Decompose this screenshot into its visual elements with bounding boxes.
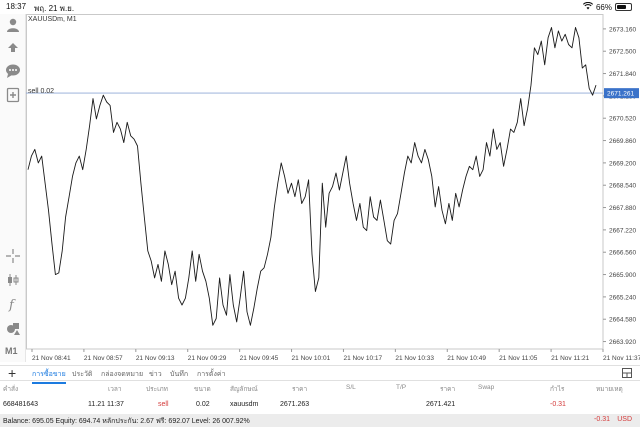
orders-table-header: คำสั่ง เวลา ประเภท ขนาด สัญลักษณ์ ราคา S… — [0, 382, 640, 395]
left-toolbar: f M1 — [0, 14, 26, 362]
col-size: ขนาด — [194, 386, 211, 393]
y-tick-label: 2666.560 — [609, 250, 636, 257]
order-type: sell — [158, 401, 169, 408]
x-tick-label: 21 Nov 11:21 — [551, 355, 590, 362]
order-profit: -0.31 — [550, 401, 566, 408]
y-tick-label: 2669.200 — [609, 160, 636, 167]
tab-settings[interactable]: การตั้งค่า — [197, 371, 226, 378]
y-tick-label: 2667.880 — [609, 205, 636, 212]
order-id: 668481643 — [3, 401, 39, 408]
col-symbol: สัญลักษณ์ — [230, 386, 258, 393]
tab-mailbox[interactable]: กล่องจดหมาย — [101, 371, 144, 378]
tab-journal[interactable]: บันทึก — [170, 371, 189, 378]
order-open-price: 2671.263 — [280, 401, 310, 408]
add-document-icon[interactable] — [4, 86, 22, 104]
tab-trade[interactable]: การซื้อขาย — [32, 369, 66, 384]
add-order-button[interactable]: + — [8, 365, 17, 381]
y-tick-label: 2672.500 — [609, 49, 636, 56]
balance-summary: Balance: 695.05 Equity: 694.74 หลักประกั… — [3, 418, 250, 425]
order-time: 11.21 11:37 — [88, 401, 124, 408]
price-chart[interactable]: 2673.1602672.5002671.8402671.1802670.520… — [26, 14, 640, 365]
panel-layout-icon[interactable] — [622, 368, 632, 381]
x-tick-label: 21 Nov 10:01 — [292, 355, 331, 362]
tab-history[interactable]: ประวัติ — [72, 371, 93, 378]
x-tick-label: 21 Nov 09:29 — [188, 355, 227, 362]
x-tick-label: 21 Nov 09:45 — [240, 355, 279, 362]
chart-symbol: XAUUSDm, M1 — [28, 16, 77, 23]
status-bar: 18:37 พฤ. 21 พ.ย. 66% — [0, 0, 640, 14]
battery-percent: 66% — [595, 2, 612, 12]
y-tick-label: 2665.240 — [609, 294, 636, 301]
order-symbol: xauusdm — [230, 401, 259, 408]
trade-arrows-icon[interactable] — [4, 38, 22, 56]
x-tick-label: 21 Nov 08:57 — [84, 355, 123, 362]
col-time: เวลา — [108, 386, 122, 393]
y-tick-label: 2671.840 — [609, 71, 636, 78]
col-profit: กำไร — [550, 386, 565, 393]
y-tick-label: 2668.540 — [609, 183, 636, 190]
y-tick-label: 2670.520 — [609, 116, 636, 123]
current-price-tag — [604, 88, 639, 99]
col-type: ประเภท — [146, 386, 168, 393]
col-order: คำสั่ง — [3, 386, 19, 393]
col-sl: S/L — [346, 384, 356, 391]
indicator-function-icon[interactable]: f — [4, 295, 22, 313]
candlestick-icon[interactable] — [4, 271, 22, 289]
x-tick-label: 21 Nov 10:49 — [447, 355, 486, 362]
status-right: 66% — [582, 1, 632, 12]
x-tick-label: 21 Nov 10:33 — [395, 355, 434, 362]
status-time: 18:37 — [6, 2, 27, 11]
svg-text:f: f — [8, 298, 16, 312]
profit-currency: USD — [617, 416, 632, 423]
chart-svg: 2673.1602672.5002671.8402671.1802670.520… — [26, 14, 640, 362]
total-profit: -0.31 — [594, 416, 610, 423]
y-tick-label: 2673.160 — [609, 26, 636, 33]
terminal-tabs: + การซื้อขาย ประวัติ กล่องจดหมาย ข่าว บั… — [0, 365, 640, 384]
sell-line-label: sell 0.02 — [28, 88, 55, 95]
current-price-tag-label: 2671.261 — [607, 91, 634, 98]
balance-bar: Balance: 695.05 Equity: 694.74 หลักประกั… — [0, 414, 640, 427]
y-tick-label: 2663.920 — [609, 339, 636, 346]
crosshair-icon[interactable] — [4, 247, 22, 265]
x-tick-label: 21 Nov 11:37 — [603, 355, 640, 362]
y-tick-label: 2669.860 — [609, 138, 636, 145]
wifi-icon — [582, 1, 594, 12]
x-tick-label: 21 Nov 11:05 — [499, 355, 538, 362]
price-series-line — [27, 27, 597, 326]
col-tp: T/P — [396, 384, 407, 391]
col-swap: Swap — [478, 384, 495, 391]
plot-frame — [26, 14, 604, 350]
order-size: 0.02 — [196, 401, 210, 408]
objects-shapes-icon[interactable] — [4, 319, 22, 337]
x-tick-label: 21 Nov 08:41 — [32, 355, 71, 362]
tab-news[interactable]: ข่าว — [149, 371, 162, 378]
x-tick-label: 21 Nov 10:17 — [343, 355, 382, 362]
chat-icon[interactable] — [4, 62, 22, 80]
battery-icon — [615, 3, 632, 11]
col-current-price: ราคา — [440, 386, 456, 393]
account-icon[interactable] — [4, 16, 22, 34]
table-row[interactable]: 668481643 11.21 11:37 sell 0.02 xauusdm … — [0, 398, 640, 412]
col-comment: หมายเหตุ — [596, 386, 623, 393]
y-tick-label: 2665.900 — [609, 272, 636, 279]
y-tick-label: 2664.580 — [609, 317, 636, 324]
order-current-price: 2671.421 — [426, 401, 456, 408]
x-tick-label: 21 Nov 09:13 — [136, 355, 175, 362]
y-tick-label: 2667.220 — [609, 227, 636, 234]
col-price: ราคา — [292, 386, 308, 393]
timeframe-m1[interactable]: M1 — [5, 346, 18, 356]
status-date: พฤ. 21 พ.ย. — [34, 4, 75, 13]
